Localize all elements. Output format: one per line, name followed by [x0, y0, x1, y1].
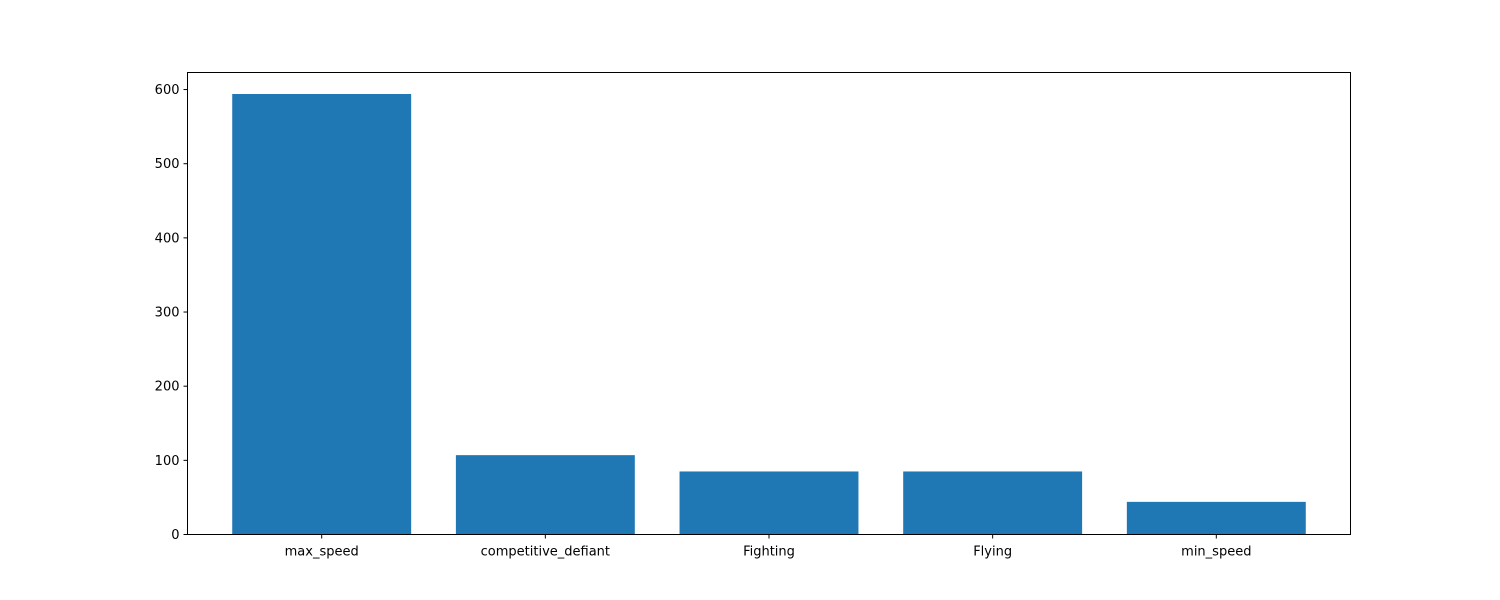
y-tick-label: 300 [155, 306, 180, 321]
plot-frame [187, 72, 1351, 535]
bar-min_speed [1126, 501, 1306, 535]
x-tick-label: Flying [973, 545, 1012, 560]
y-tick-label: 0 [171, 528, 179, 543]
y-tick-label: 200 [155, 380, 180, 395]
y-axis: 0 100 200 300 400 500 600 [155, 83, 188, 543]
y-tick-label: 100 [155, 454, 180, 469]
bar-Flying [903, 471, 1083, 535]
x-tick-label: min_speed [1181, 545, 1251, 560]
x-axis: max_speed competitive_defiant Fighting Flyi… [285, 534, 1251, 560]
y-tick-label: 400 [155, 231, 180, 246]
bars-layer [232, 94, 1306, 535]
bar-max_speed [232, 94, 412, 535]
bar-competitive_defiant [455, 455, 635, 535]
bar-Fighting [679, 471, 859, 535]
y-tick-label: 600 [155, 83, 180, 98]
x-tick-label: Fighting [743, 545, 795, 560]
x-tick-label: max_speed [285, 545, 359, 560]
y-tick-label: 500 [155, 157, 180, 172]
x-tick-label: competitive_defiant [481, 545, 610, 560]
